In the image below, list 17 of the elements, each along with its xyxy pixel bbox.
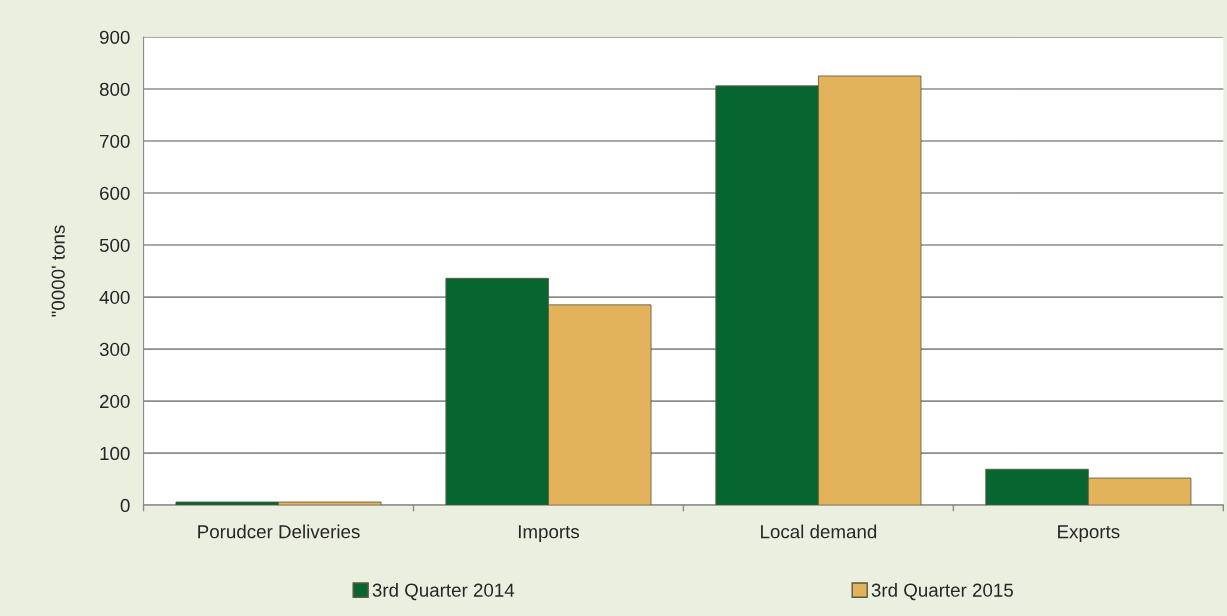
y-tick-label: 300: [99, 342, 130, 357]
x-tick-label: Porudcer Deliveries: [198, 524, 360, 539]
y-tick-label: 900: [99, 30, 130, 44]
y-tick-label: 700: [100, 134, 130, 148]
y-tick-label: 200: [100, 394, 130, 409]
y-tick-label: 400: [99, 290, 130, 305]
y-axis-title: "0000' tons: [51, 225, 65, 317]
legend-label: 3rd Quarter 2015: [871, 583, 1013, 601]
y-tick-label: 0: [120, 498, 130, 513]
y-tick-label: 600: [100, 186, 130, 200]
x-tick-label: Imports: [518, 525, 580, 543]
x-tick-label: Local demand: [761, 524, 877, 539]
x-tick-label: Exports: [1058, 525, 1120, 543]
y-tick-label: 800: [99, 82, 130, 96]
y-tick-label: 100: [100, 446, 130, 461]
legend-label: 3rd Quarter 2014: [372, 583, 515, 601]
y-tick-label: 500: [99, 238, 130, 253]
